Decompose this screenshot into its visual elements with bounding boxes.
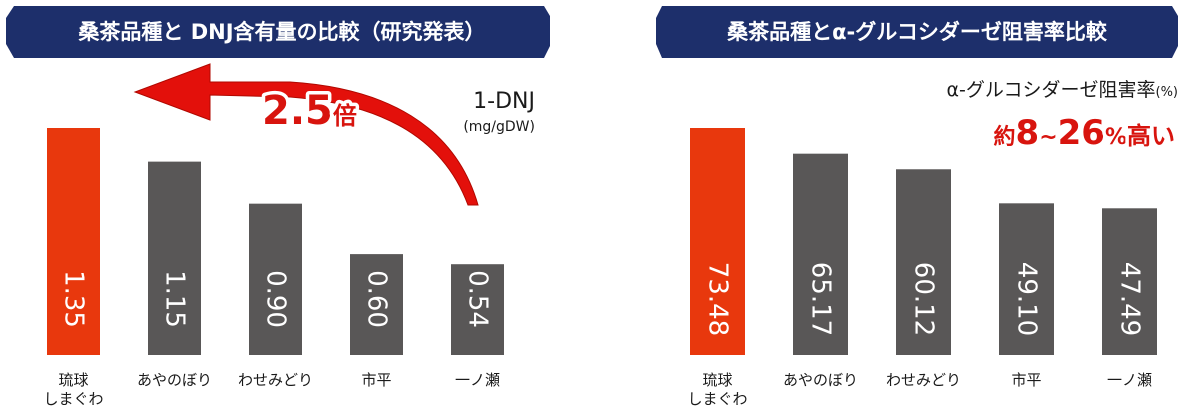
left-unit-label: 1-DNJ xyxy=(473,89,535,114)
left-bar-3 xyxy=(350,254,403,355)
percent-prefix: 約 xyxy=(994,124,1016,150)
right-chart-title: 桑茶品種とα-グルコシダーゼ阻害率比較 xyxy=(727,20,1108,44)
percent-sign: % xyxy=(1105,125,1127,150)
left-bar-0 xyxy=(47,128,100,355)
left-bar-2 xyxy=(249,203,302,355)
right-bar-value-4: 47.49 xyxy=(1115,262,1145,336)
left-category-label-3: 市平 xyxy=(361,371,391,389)
left-category-label-2: わせみどり xyxy=(238,371,313,389)
right-bar-0 xyxy=(690,128,745,355)
percent-low: 8 xyxy=(1016,113,1040,153)
right-bar-value-2: 60.12 xyxy=(909,262,939,336)
left-unit-sub: (mg/gDW) xyxy=(463,119,535,135)
left-category-label-0: 琉球 xyxy=(58,371,88,389)
left-category-label-0-line2: しまぐわ xyxy=(43,390,103,408)
right-unit-suffix: (%) xyxy=(1156,85,1179,100)
right-category-label-0-line2: しまぐわ xyxy=(687,390,747,408)
left-bar-value-4: 0.54 xyxy=(463,270,493,328)
left-bar-4 xyxy=(451,264,504,355)
left-bar-value-0: 1.35 xyxy=(59,270,89,328)
right-category-label-1: あやのぼり xyxy=(783,371,858,389)
right-bar-value-1: 65.17 xyxy=(806,262,836,336)
left-chart-title: 桑茶品種と DNJ含有量の比較（研究発表） xyxy=(78,20,485,44)
right-bar-1 xyxy=(793,153,848,355)
percent-high: 26 xyxy=(1058,113,1105,153)
percent-suffix: 高い xyxy=(1127,122,1175,150)
right-unit-label: α-グルコシダーゼ阻害率(%) xyxy=(946,79,1178,101)
left-category-label-4: 一ノ瀬 xyxy=(455,371,500,389)
right-category-label-3: 市平 xyxy=(1011,371,1041,389)
left-bar-value-3: 0.60 xyxy=(362,270,392,328)
multiplier-number: 2.5 xyxy=(262,88,333,134)
right-category-label-0: 琉球 xyxy=(702,371,732,389)
left-bar-value-1: 1.15 xyxy=(160,270,190,328)
right-category-label-2: わせみどり xyxy=(886,371,961,389)
right-bar-3 xyxy=(999,203,1054,355)
right-bar-value-3: 49.10 xyxy=(1012,262,1042,336)
left-category-label-1: あやのぼり xyxy=(137,371,212,389)
percent-tilde: ~ xyxy=(1039,125,1057,150)
right-unit-text: α-グルコシダーゼ阻害率 xyxy=(946,79,1155,101)
right-category-label-4: 一ノ瀬 xyxy=(1107,371,1152,389)
right-title-banner: 桑茶品種とα-グルコシダーゼ阻害率比較 xyxy=(656,6,1178,58)
right-bar-2 xyxy=(896,169,951,355)
right-bar-value-0: 73.48 xyxy=(703,262,733,336)
left-title-banner: 桑茶品種と DNJ含有量の比較（研究発表） xyxy=(6,6,550,58)
left-bar-value-2: 0.90 xyxy=(261,270,291,328)
percent-callout: 約8~26%高い xyxy=(994,113,1176,153)
multiplier-suffix: 倍 xyxy=(333,102,357,130)
curved-arrow-graphic xyxy=(133,63,479,206)
multiplier-callout: 2.5倍 xyxy=(262,88,357,134)
right-bar-4 xyxy=(1102,208,1157,355)
left-bar-1 xyxy=(148,161,201,355)
